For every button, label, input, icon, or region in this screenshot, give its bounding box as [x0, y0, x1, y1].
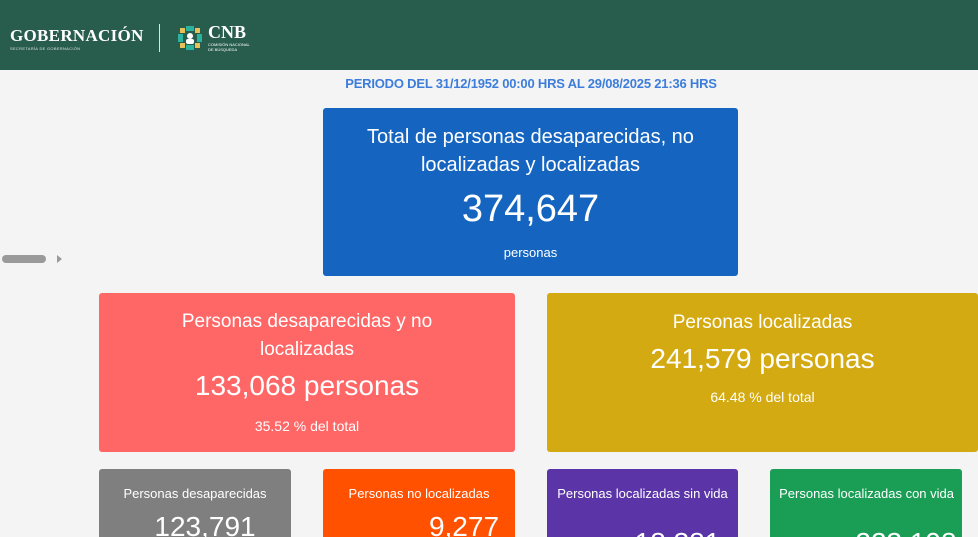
not-located-card-value: 9,277	[428, 511, 500, 537]
located-alive-card-title: Personas localizadas con vida	[779, 486, 954, 501]
located-card-value: 241,579 personas	[650, 343, 875, 374]
cnb-subtitle-line1: COMISIÓN NACIONAL	[208, 42, 250, 47]
located-alive-card-value: 223,198	[770, 527, 962, 537]
gobernacion-logo[interactable]: GOBERNACIÓN	[10, 26, 144, 45]
cnb-subtitle-line2: DE BÚSQUEDA	[208, 47, 238, 52]
carousel-next-arrow-icon[interactable]	[57, 255, 62, 263]
header-divider	[159, 24, 160, 52]
site-header: GOBERNACIÓN SECRETARÍA DE GOBERNACIÓN CN…	[0, 0, 978, 70]
disappeared-persons-card: Personas desaparecidas 123,791	[99, 469, 291, 537]
located-alive-card: Personas localizadas con vida 223,198	[770, 469, 962, 537]
missing-card-title: Personas desaparecidas y no localizadas	[181, 311, 433, 360]
located-card-title: Personas localizadas	[672, 312, 853, 333]
disappeared-card-title: Personas desaparecidas	[123, 486, 267, 501]
missing-card-share: 35.52 % del total	[254, 418, 360, 434]
total-persons-card: Total de personas desaparecidas, no loca…	[323, 108, 738, 276]
located-dead-card: Personas localizadas sin vida 18,381	[547, 469, 738, 537]
total-card-value: 374,647	[461, 188, 600, 230]
disappeared-card-value: 123,791	[154, 511, 256, 537]
cnb-title: CNB	[208, 22, 247, 42]
not-located-card-title: Personas no localizadas	[348, 486, 490, 501]
period-label: PERIODO DEL 31/12/1952 00:00 HRS AL 29/0…	[345, 76, 717, 91]
located-card-share: 64.48 % del total	[710, 389, 815, 405]
located-dead-card-value: 18,381	[547, 527, 738, 537]
cnb-emblem-icon[interactable]	[176, 24, 204, 52]
total-card-title: Total de personas desaparecidas, no loca…	[367, 126, 694, 176]
missing-persons-card: Personas desaparecidas y no localizadas …	[99, 293, 515, 452]
gobernacion-subtitle: SECRETARÍA DE GOBERNACIÓN	[10, 46, 81, 51]
located-dead-card-title: Personas localizadas sin vida	[557, 486, 728, 501]
carousel-scroll-handle[interactable]	[2, 255, 46, 263]
not-located-persons-card: Personas no localizadas 9,277	[323, 469, 515, 537]
missing-card-value: 133,068 personas	[194, 370, 420, 401]
total-card-unit: personas	[503, 245, 558, 260]
located-persons-card: Personas localizadas 241,579 personas 64…	[547, 293, 978, 452]
